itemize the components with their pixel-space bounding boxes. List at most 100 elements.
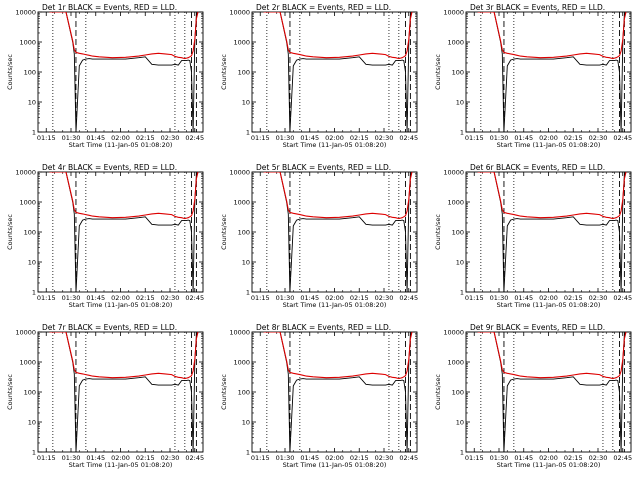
x-tick-label: 02:30: [161, 294, 180, 302]
x-tick-label: 01:30: [276, 294, 295, 302]
x-tick-label: 02:30: [161, 454, 180, 462]
events-series-line: [263, 332, 413, 452]
chart-panel: Det 4r BLACK = Events, RED = LLD. 1 10 100 1…: [6, 163, 204, 309]
y-tick-label: 10000: [443, 168, 464, 176]
x-tick-label: 01:45: [300, 134, 319, 142]
x-tick-label: 01:15: [251, 294, 270, 302]
y-tick-label: 10000: [15, 8, 36, 16]
x-tick-label: 02:00: [325, 134, 344, 142]
lld-series-line: [477, 12, 627, 60]
y-tick-label: 100: [24, 388, 36, 396]
x-tick-label: 01:30: [490, 294, 509, 302]
x-tick-label: 02:45: [185, 134, 204, 142]
events-series-line: [477, 12, 627, 132]
panel-title: Det 8r BLACK = Events, RED = LLD.: [256, 323, 391, 332]
chart-panel: Det 6r BLACK = Events, RED = LLD. 1 10 100 1…: [434, 163, 632, 309]
y-tick-label: 1000: [233, 198, 250, 206]
y-tick-label: 1000: [233, 38, 250, 46]
y-tick-label: 1000: [233, 358, 250, 366]
x-tick-label: 02:00: [539, 294, 558, 302]
lld-series-line: [263, 12, 413, 60]
plot-frame: [251, 171, 418, 293]
x-tick-label: 02:00: [539, 134, 558, 142]
x-tick-label: 02:45: [399, 454, 418, 462]
x-tick-label: 02:15: [564, 134, 583, 142]
x-tick-label: 01:30: [62, 134, 81, 142]
plot-frame: [37, 11, 204, 133]
x-tick-label: 02:45: [613, 134, 632, 142]
x-tick-label: 01:15: [465, 294, 484, 302]
plot-frame: [37, 171, 204, 293]
panel-title: Det 2r BLACK = Events, RED = LLD.: [256, 3, 391, 12]
panel-title: Det 3r BLACK = Events, RED = LLD.: [470, 3, 605, 12]
y-tick-label: 1: [460, 448, 464, 456]
y-tick-label: 100: [238, 228, 250, 236]
x-tick-label: 01:30: [62, 454, 81, 462]
x-tick-label: 02:15: [564, 294, 583, 302]
lld-series-line: [49, 12, 199, 60]
plot-frame: [251, 11, 418, 133]
lld-series-line: [49, 332, 199, 380]
x-tick-label: 02:00: [111, 134, 130, 142]
y-tick-label: 100: [238, 388, 250, 396]
x-axis-label: Start Time (11-Jan-05 01:08:20): [69, 141, 173, 149]
events-series-line: [49, 12, 199, 132]
y-tick-label: 100: [24, 228, 36, 236]
events-series-line: [477, 172, 627, 292]
y-axis-label: Counts/sec: [6, 214, 14, 250]
x-tick-label: 02:15: [136, 134, 155, 142]
y-tick-label: 10000: [15, 328, 36, 336]
panel-title: Det 4r BLACK = Events, RED = LLD.: [42, 163, 177, 172]
x-tick-label: 02:30: [375, 454, 394, 462]
y-tick-label: 100: [452, 68, 464, 76]
y-tick-label: 10000: [229, 8, 250, 16]
lld-series-line: [477, 172, 627, 220]
x-tick-label: 02:15: [564, 454, 583, 462]
x-axis-label: Start Time (11-Jan-05 01:08:20): [283, 141, 387, 149]
x-tick-label: 01:15: [37, 294, 56, 302]
y-tick-label: 1000: [19, 358, 36, 366]
x-tick-label: 02:30: [161, 134, 180, 142]
y-tick-label: 1000: [447, 38, 464, 46]
x-tick-label: 01:30: [276, 134, 295, 142]
y-tick-label: 10: [28, 418, 36, 426]
y-axis-label: Counts/sec: [220, 374, 228, 410]
panel-title: Det 7r BLACK = Events, RED = LLD.: [42, 323, 177, 332]
y-tick-label: 10000: [229, 168, 250, 176]
plot-frame: [37, 331, 204, 453]
x-tick-label: 02:30: [589, 454, 608, 462]
x-tick-label: 01:45: [514, 454, 533, 462]
y-axis-label: Counts/sec: [220, 54, 228, 90]
y-tick-label: 10: [28, 258, 36, 266]
events-series-line: [263, 172, 413, 292]
y-axis-label: Counts/sec: [6, 374, 14, 410]
x-tick-label: 02:30: [375, 294, 394, 302]
y-axis-label: Counts/sec: [220, 214, 228, 250]
chart-panel: Det 3r BLACK = Events, RED = LLD. 1 10 100 1…: [434, 3, 632, 149]
y-tick-label: 1: [32, 448, 36, 456]
y-tick-label: 10: [242, 418, 250, 426]
x-tick-label: 02:45: [613, 454, 632, 462]
x-tick-label: 02:30: [589, 134, 608, 142]
y-tick-label: 1000: [19, 198, 36, 206]
panel-title: Det 1r BLACK = Events, RED = LLD.: [42, 3, 177, 12]
plot-frame: [465, 11, 632, 133]
y-tick-label: 10000: [443, 328, 464, 336]
x-tick-label: 02:45: [185, 294, 204, 302]
x-tick-label: 01:15: [465, 134, 484, 142]
y-tick-label: 10000: [15, 168, 36, 176]
x-tick-label: 01:45: [86, 454, 105, 462]
events-series-line: [477, 332, 627, 452]
x-tick-label: 02:00: [111, 454, 130, 462]
x-tick-label: 02:15: [350, 294, 369, 302]
y-tick-label: 10: [242, 258, 250, 266]
y-axis-label: Counts/sec: [434, 54, 442, 90]
x-tick-label: 01:45: [514, 134, 533, 142]
y-tick-label: 1: [32, 128, 36, 136]
y-tick-label: 100: [452, 228, 464, 236]
x-tick-label: 01:30: [62, 294, 81, 302]
y-tick-label: 1000: [19, 38, 36, 46]
plot-frame: [465, 171, 632, 293]
x-tick-label: 02:15: [350, 454, 369, 462]
plot-frame: [465, 331, 632, 453]
